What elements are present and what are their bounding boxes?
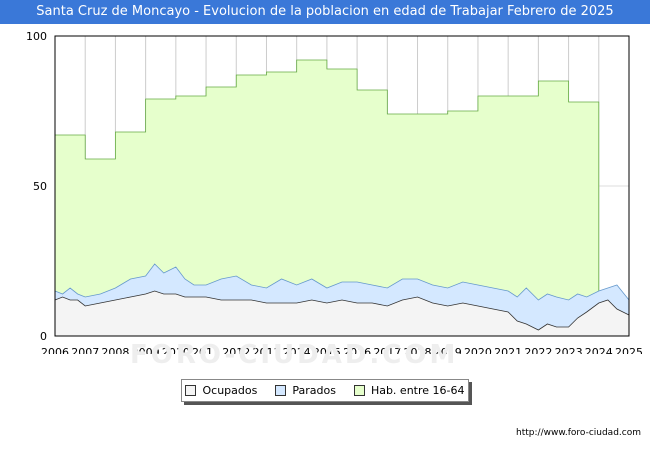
- area-hab-entre-16-64: [54, 59, 600, 337]
- area-ocupados: [55, 291, 629, 336]
- x-tick-label-2010: 2010: [162, 346, 190, 354]
- area-layer: [54, 59, 630, 337]
- plot-frame: [54, 35, 630, 337]
- legend-label-ocupados: Ocupados: [202, 384, 258, 397]
- legend-label-habitantes: Hab. entre 16-64: [370, 384, 465, 397]
- x-tick-label-2009: 2009: [132, 346, 160, 354]
- y-tick-label-0: 0: [40, 330, 47, 343]
- y-tick-label-50: 50: [33, 180, 47, 193]
- y-tick-label-100: 100: [26, 30, 47, 43]
- x-tick-label-2013: 2013: [252, 346, 280, 354]
- x-tick-label-2014: 2014: [283, 346, 311, 354]
- x-tick-label-2023: 2023: [555, 346, 583, 354]
- x-tick-label-2024: 2024: [585, 346, 613, 354]
- x-tick-label-2017: 2017: [373, 346, 401, 354]
- x-tick-label-2006: 2006: [41, 346, 69, 354]
- legend: Ocupados Parados Hab. entre 16-64: [181, 379, 469, 402]
- chart-title: Santa Cruz de Moncayo - Evolucion de la …: [0, 0, 650, 24]
- legend-item-habitantes: Hab. entre 16-64: [353, 384, 465, 397]
- watermark: FORO-CIUDAD.COM: [130, 340, 459, 370]
- x-tick-label-2007: 2007: [71, 346, 99, 354]
- x-tick-label-2011: 2011: [192, 346, 220, 354]
- x-tick-label-2025: 2025: [615, 346, 643, 354]
- legend-swatch-ocupados: [185, 385, 197, 396]
- x-tick-label-2015: 2015: [313, 346, 341, 354]
- legend-swatch-habitantes: [353, 385, 365, 396]
- x-tick-label-2021: 2021: [494, 346, 522, 354]
- x-tick-label-2020: 2020: [464, 346, 492, 354]
- x-tick-label-2018: 2018: [404, 346, 432, 354]
- source-url[interactable]: http://www.foro-ciudad.com: [516, 428, 641, 438]
- line-parados: [54, 263, 630, 301]
- legend-item-parados: Parados: [275, 384, 336, 397]
- legend-item-ocupados: Ocupados: [185, 384, 257, 397]
- x-tick-label-2012: 2012: [222, 346, 250, 354]
- legend-swatch-parados: [275, 385, 287, 396]
- legend-label-parados: Parados: [292, 384, 336, 397]
- x-tick-label-2016: 2016: [343, 346, 371, 354]
- x-tick-label-2008: 2008: [101, 346, 129, 354]
- x-tick-label-2019: 2019: [434, 346, 462, 354]
- line-ocupados: [54, 290, 630, 331]
- x-tick-label-2022: 2022: [524, 346, 552, 354]
